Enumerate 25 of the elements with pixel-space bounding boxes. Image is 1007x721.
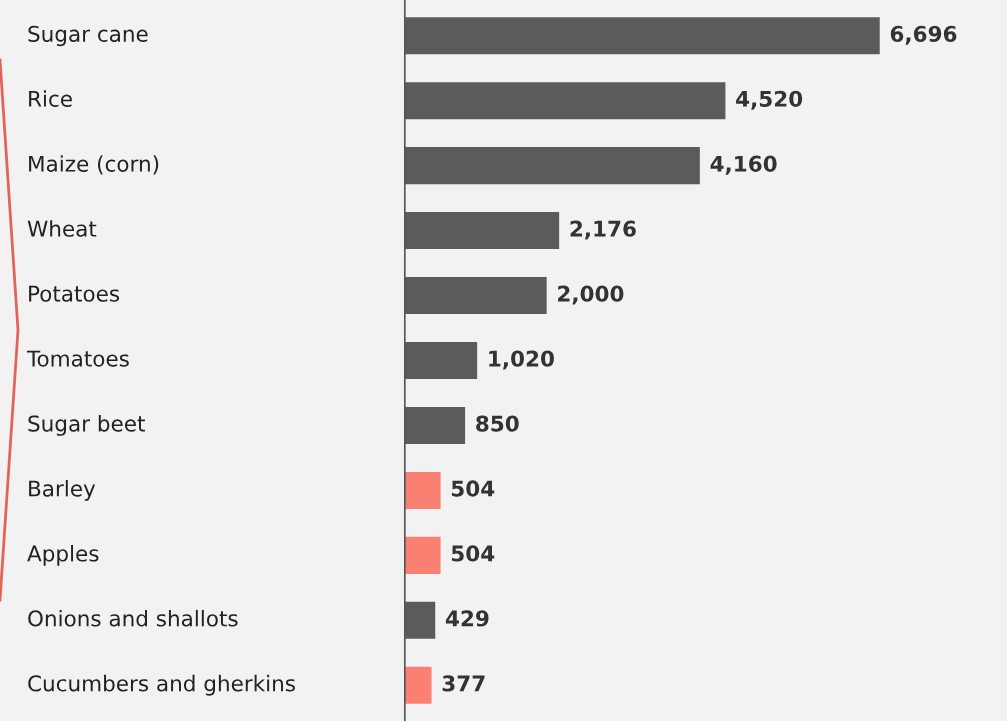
data-label: 2,176 (570, 220, 636, 240)
data-label: 1,020 (489, 350, 554, 370)
y-tick-label: Tomatoes (26, 350, 129, 367)
data-label: 504 (451, 480, 495, 497)
data-label: 850 (476, 415, 519, 432)
bar (404, 471, 441, 509)
data-label: 429 (445, 610, 489, 627)
bar (404, 536, 441, 574)
y-tick-label: Potatoes (29, 285, 120, 302)
y-tick-label: Cucumbers and gherkins (28, 674, 295, 696)
y-tick-label: Apples (27, 544, 99, 566)
y-tick-label: Sugar beet (28, 415, 145, 436)
y-tick-label: Rice (29, 90, 72, 107)
data-label: 377 (442, 675, 485, 692)
y-tick-label: Onions and shallots (28, 609, 238, 627)
bar (404, 666, 432, 704)
y-tick-label: Barley (29, 479, 96, 501)
y-tick-label: Sugar cane (28, 25, 148, 47)
data-label: 6,696 (890, 25, 957, 45)
data-label: 2,000 (558, 285, 624, 305)
y-tick-label: Wheat (27, 220, 97, 237)
data-label: 504 (451, 545, 495, 562)
data-label: 4,520 (736, 90, 803, 110)
y-tick-label: Maize (corn) (29, 155, 159, 175)
data-label: 4,160 (710, 155, 777, 175)
